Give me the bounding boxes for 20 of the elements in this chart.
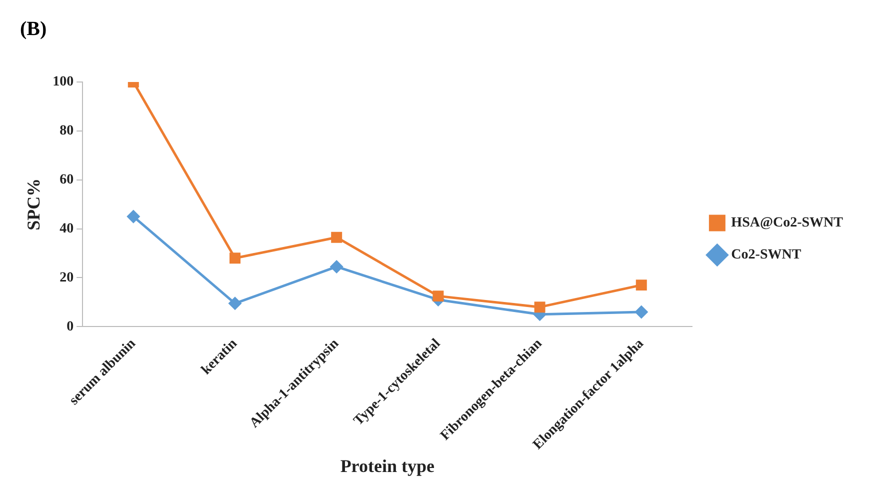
point (127, 210, 140, 223)
y-tick-label: 20 (60, 270, 74, 286)
y-tick-label: 40 (60, 221, 74, 236)
y-axis-title: SPC% (23, 178, 44, 230)
x-axis-title: Protein type (340, 456, 434, 476)
point (636, 280, 647, 291)
y-tick-label: 80 (60, 124, 74, 139)
point (432, 290, 444, 302)
legend-label: HSA@Co2-SWNT (731, 216, 844, 231)
chart-title: (B) (20, 18, 47, 40)
y-tick-label: 0 (66, 319, 74, 334)
point (331, 232, 342, 243)
point (330, 260, 343, 273)
point (228, 297, 242, 310)
point (230, 252, 240, 264)
y-tick-label: 60 (60, 172, 74, 188)
y-tick-label: 100 (52, 74, 74, 90)
point (635, 306, 648, 318)
point (534, 302, 546, 313)
legend-label: Co2-SWNT (731, 248, 802, 263)
